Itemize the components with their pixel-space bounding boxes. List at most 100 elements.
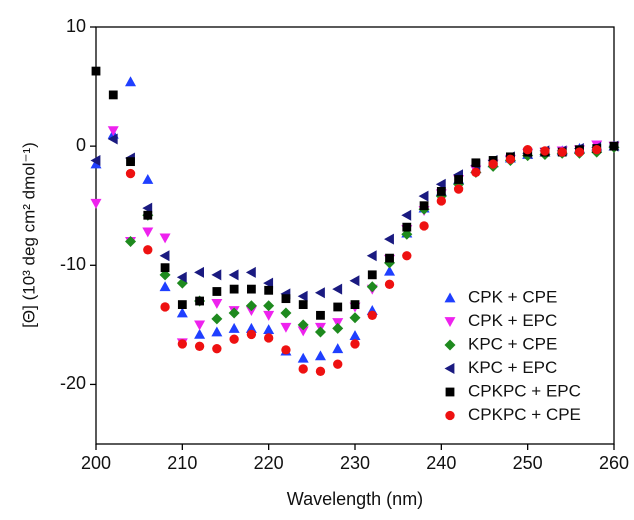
data-point	[316, 310, 325, 320]
data-point	[333, 302, 343, 312]
data-point	[229, 334, 239, 344]
data-point	[107, 126, 119, 137]
data-point	[229, 284, 239, 294]
data-point	[281, 345, 291, 355]
legend-marker	[445, 387, 455, 397]
data-point	[298, 364, 308, 374]
data-point	[297, 352, 309, 363]
data-point	[211, 299, 223, 309]
data-point	[263, 324, 275, 335]
data-point	[176, 307, 188, 318]
data-point	[160, 302, 170, 312]
data-point	[332, 283, 343, 295]
data-point	[280, 322, 292, 333]
data-point	[333, 359, 343, 369]
data-point	[247, 284, 256, 294]
legend-label: CPK + EPC	[468, 311, 557, 330]
data-point	[385, 253, 394, 263]
data-point	[540, 146, 550, 156]
data-point	[212, 287, 222, 296]
data-point	[108, 90, 118, 100]
data-point	[263, 300, 275, 312]
data-point	[315, 366, 326, 376]
data-point	[367, 310, 377, 321]
data-point	[263, 310, 275, 321]
data-point	[314, 326, 326, 338]
data-point	[522, 145, 533, 155]
data-point	[125, 168, 136, 179]
legend-marker	[444, 317, 456, 327]
data-point	[143, 245, 153, 255]
data-point	[366, 250, 377, 262]
data-point	[488, 159, 498, 169]
data-point	[419, 221, 429, 231]
y-tick-label: 0	[76, 135, 86, 155]
legend-marker	[444, 339, 456, 351]
legend-label: CPKPC + CPE	[468, 405, 581, 424]
data-point	[194, 266, 204, 278]
data-point	[159, 281, 171, 292]
data-point	[194, 341, 205, 351]
data-point	[314, 350, 326, 361]
data-point	[245, 266, 256, 278]
data-point	[350, 300, 360, 310]
data-point	[211, 313, 223, 325]
data-point	[142, 227, 154, 238]
data-point	[228, 322, 240, 333]
data-point	[211, 326, 223, 337]
data-point	[195, 296, 204, 306]
data-point	[366, 281, 378, 293]
data-point	[280, 307, 292, 319]
data-point	[264, 285, 274, 295]
data-point	[332, 343, 344, 354]
data-point	[125, 76, 137, 87]
data-point	[143, 210, 153, 220]
data-point	[454, 175, 463, 184]
data-point	[401, 209, 412, 221]
legend-label: KPC + EPC	[468, 358, 557, 377]
data-point	[384, 279, 395, 290]
x-tick-label: 250	[513, 453, 543, 473]
data-point	[471, 158, 481, 168]
data-point	[159, 250, 170, 262]
data-point	[281, 294, 291, 304]
data-point	[211, 269, 222, 281]
data-point	[177, 339, 188, 349]
data-point	[228, 269, 239, 281]
data-point	[471, 167, 481, 178]
data-point	[609, 141, 619, 151]
data-point	[453, 184, 464, 194]
data-point	[402, 251, 412, 261]
x-tick-label: 210	[167, 453, 197, 473]
data-point	[384, 233, 394, 245]
data-point	[228, 307, 240, 319]
data-point	[246, 329, 257, 340]
legend-label: CPKPC + EPC	[468, 381, 581, 400]
data-point	[159, 233, 171, 244]
data-point	[263, 333, 274, 343]
y-tick-label: -20	[60, 373, 86, 393]
data-point	[245, 322, 257, 333]
data-point	[91, 66, 101, 76]
data-point	[418, 190, 429, 202]
x-tick-label: 240	[426, 453, 456, 473]
x-tick-label: 200	[81, 453, 111, 473]
data-point	[505, 154, 516, 164]
data-point	[350, 339, 360, 349]
data-point	[297, 319, 309, 331]
data-point	[349, 330, 361, 340]
y-tick-label: -10	[60, 254, 86, 274]
data-point	[297, 326, 309, 337]
data-point	[176, 271, 187, 283]
data-point	[298, 300, 308, 310]
data-point	[126, 157, 135, 167]
legend-label: KPC + CPE	[468, 334, 557, 353]
data-point	[90, 198, 102, 209]
data-point	[367, 270, 377, 280]
data-point	[194, 328, 206, 339]
data-point	[107, 133, 118, 145]
x-axis-title: Wavelength (nm)	[287, 489, 423, 509]
x-tick-label: 220	[254, 453, 284, 473]
data-point	[349, 312, 361, 324]
